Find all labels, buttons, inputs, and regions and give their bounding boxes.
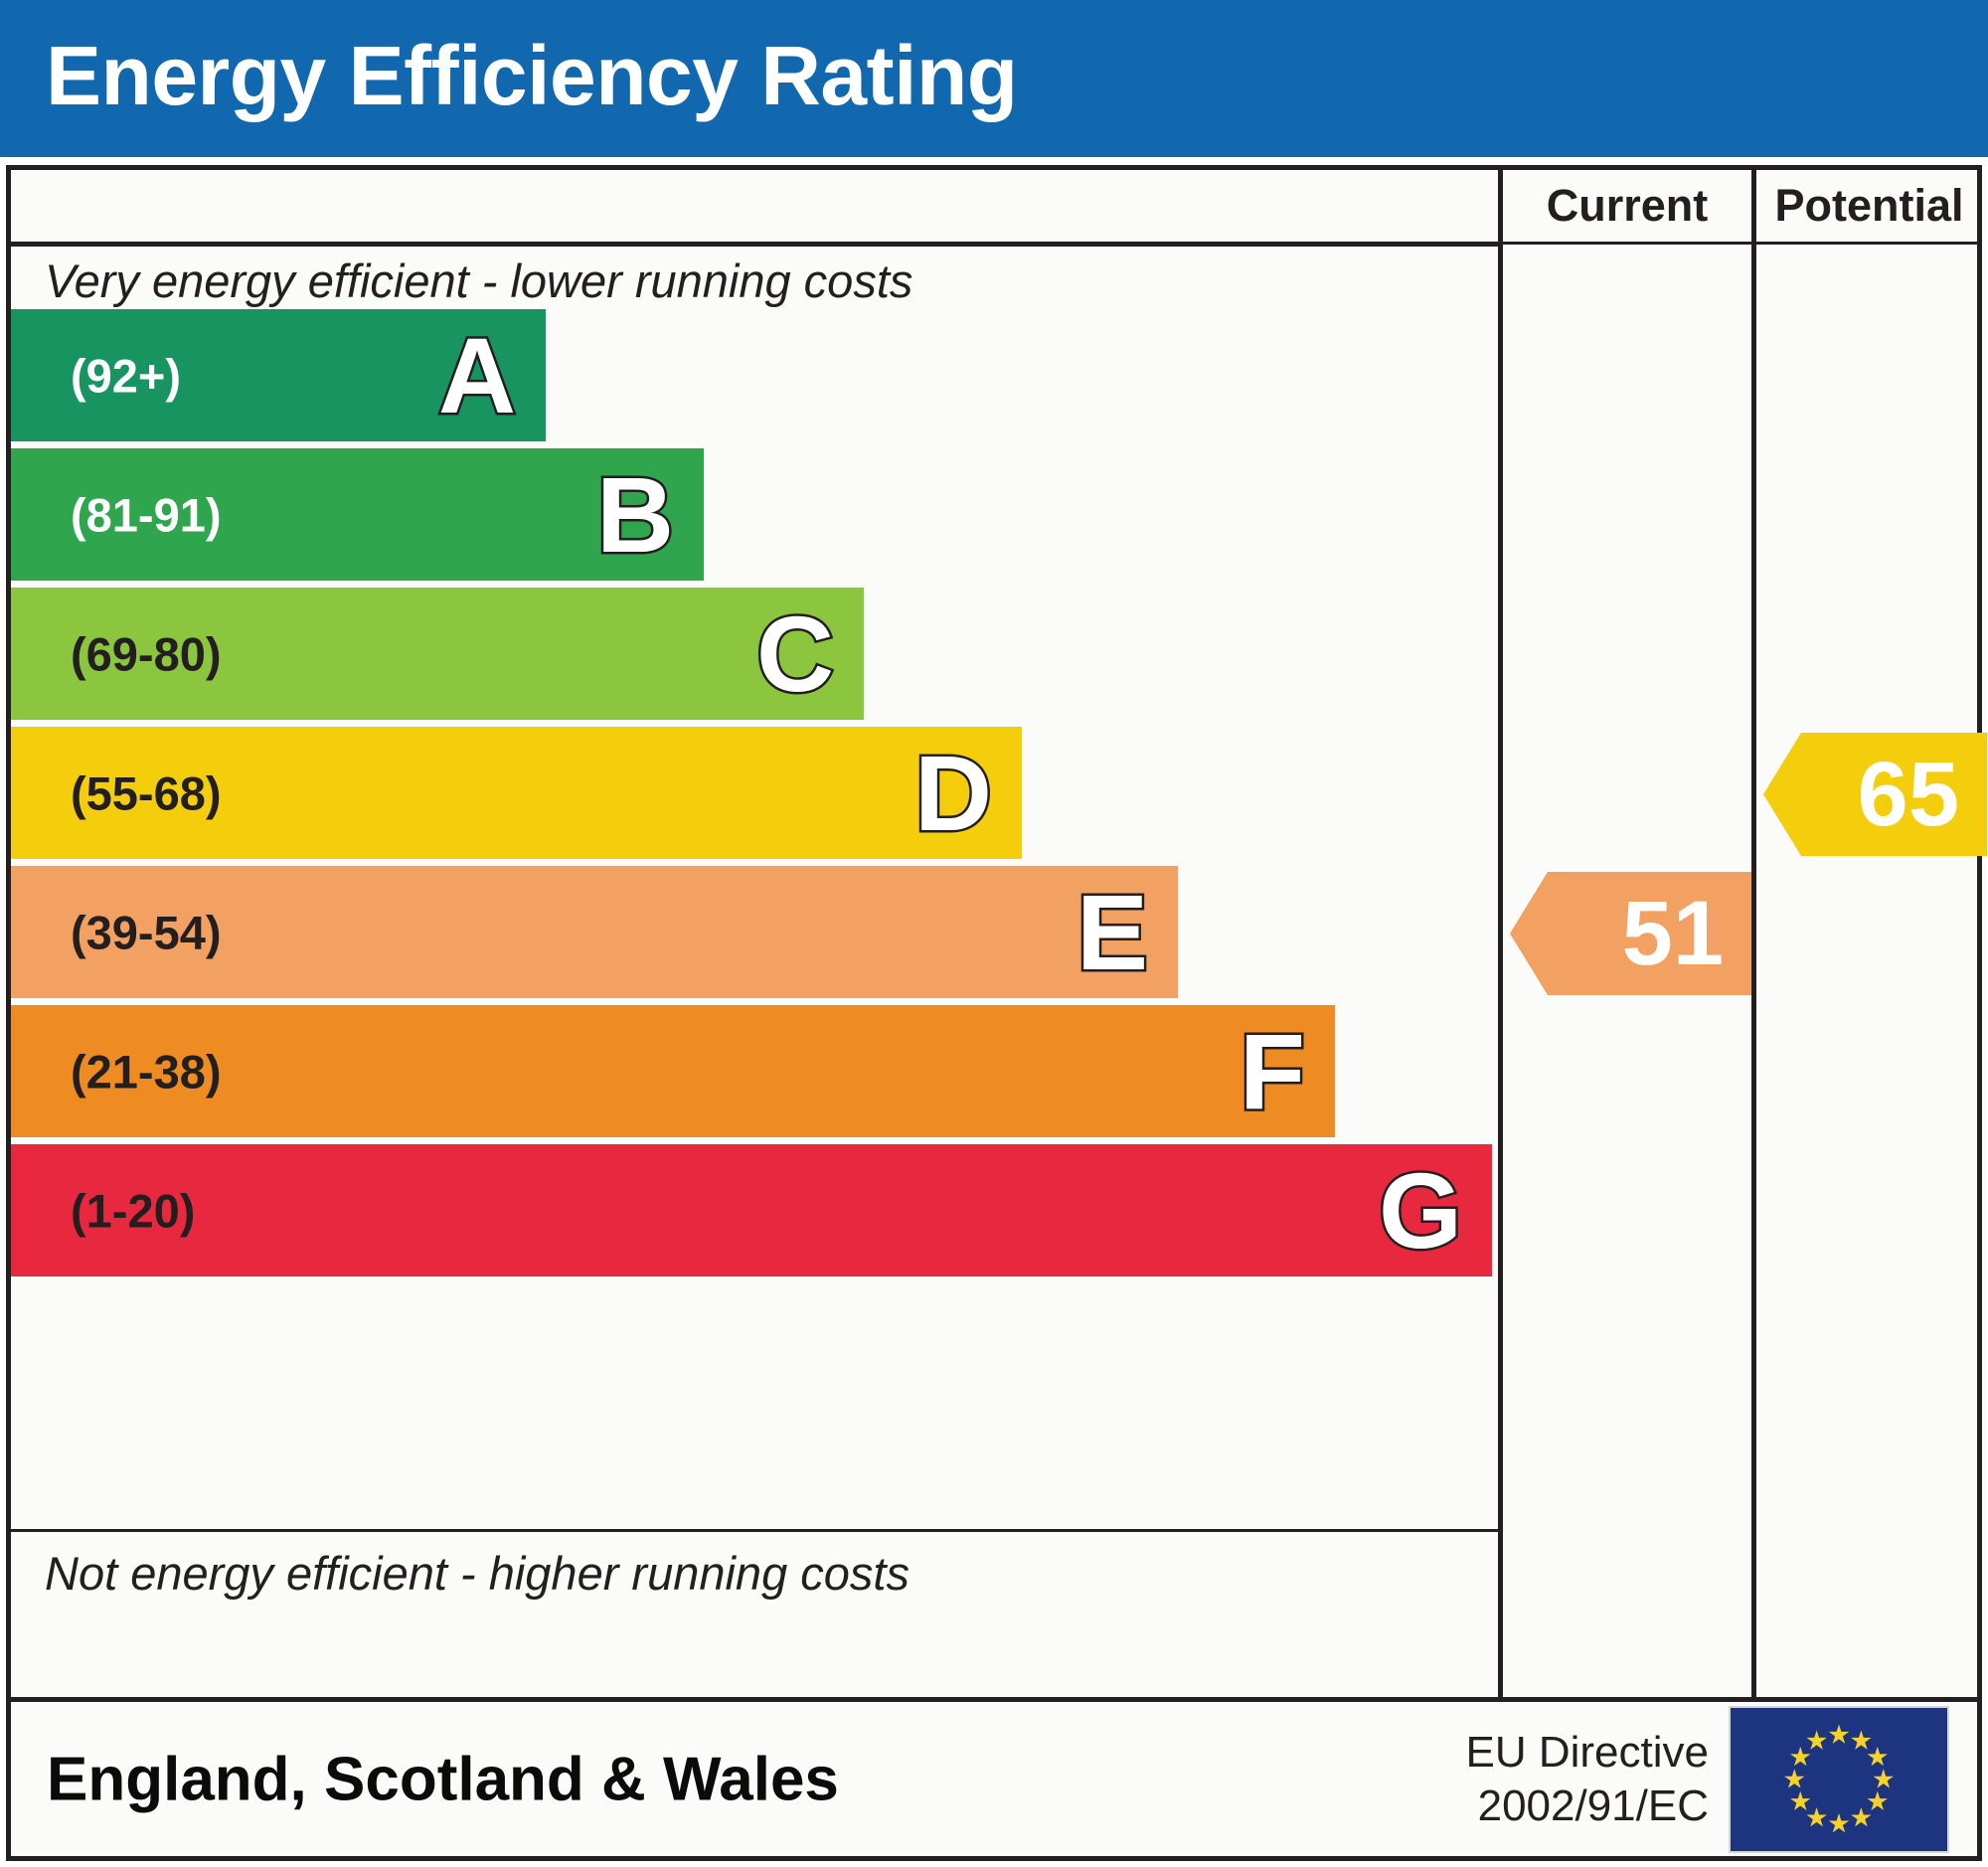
eu-flag-icon [1729,1705,1949,1853]
page-title: Energy Efficiency Rating [46,29,1018,122]
column-separator-potential [1751,170,1756,1697]
band-letter-a: A [436,314,519,435]
band-range-c: (69-80) [71,627,222,680]
band-letter-c: C [754,593,837,714]
eu-directive-line1: EU Directive [1465,1727,1710,1777]
title-bar: Energy Efficiency Rating [0,0,1988,157]
rating-arrow-potential: 65 [1763,733,1987,856]
rating-band-c: (69-80) C [11,588,864,720]
chart-frame: Current Potential Very energy efficient … [6,165,1987,1702]
band-range-a: (92+) [71,349,182,402]
band-letter-d: D [912,732,995,853]
rating-band-d: (55-68) D [11,727,1022,859]
band-range-b: (81-91) [71,488,222,541]
column-header-potential: Potential [1774,180,1964,231]
band-range-e: (39-54) [71,906,222,958]
band-range-d: (55-68) [71,766,222,819]
column-header-current: Current [1546,180,1709,231]
caption-very-efficient: Very energy efficient - lower running co… [45,255,913,307]
footer-bar: England, Scotland & Wales EU Directive 2… [6,1702,1982,1861]
eu-flag-stars-icon [1784,1724,1894,1832]
eu-directive-text: EU Directive 2002/91/EC [1466,1726,1710,1833]
rating-arrow-current: 51 [1510,872,1751,995]
region-label: England, Scotland & Wales [47,1745,839,1813]
header-divider-columns [1498,242,1982,245]
band-range-f: (21-38) [71,1045,222,1098]
rating-value-potential: 65 [1857,744,1959,845]
caption-not-efficient: Not energy efficient - higher running co… [45,1547,910,1600]
column-separator-current [1498,170,1503,1697]
band-letter-f: F [1238,1010,1308,1131]
header-divider [11,242,1498,247]
band-letter-e: E [1074,871,1150,992]
band-letter-b: B [594,453,677,575]
rating-band-f: (21-38) F [11,1005,1335,1137]
rating-value-current: 51 [1621,883,1724,984]
band-range-g: (1-20) [71,1184,196,1237]
rating-band-g: (1-20) G [11,1144,1492,1276]
rating-band-e: (39-54) E [11,866,1178,998]
band-letter-g: G [1376,1149,1464,1271]
eu-directive-line2: 2002/91/EC [1477,1781,1709,1830]
caption-divider [11,1529,1498,1532]
rating-bands: (92+) A (81-91) B (69-80) C (55-68) D (39-54) E (2… [11,309,1498,1522]
rating-band-b: (81-91) B [11,448,704,581]
rating-band-a: (92+) A [11,309,546,441]
